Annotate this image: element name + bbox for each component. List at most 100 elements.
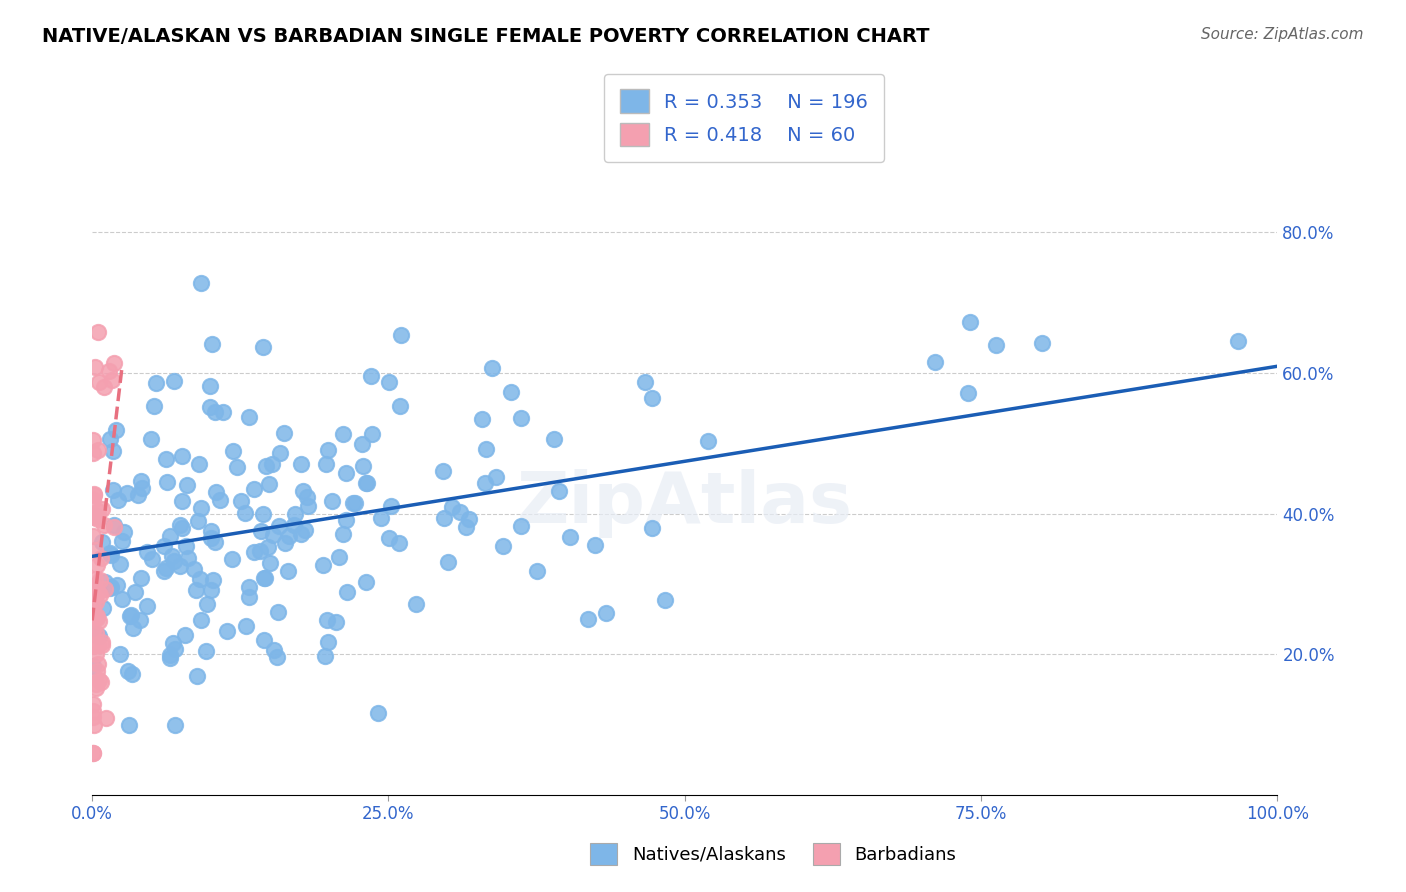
Point — [634, 376, 657, 390]
Point — [82, 509, 104, 524]
Point — [226, 460, 249, 475]
Point — [290, 526, 312, 541]
Point — [259, 476, 281, 491]
Point — [82, 607, 104, 622]
Point — [91, 635, 114, 649]
Point — [86, 504, 108, 518]
Point — [986, 337, 1008, 351]
Point — [90, 550, 112, 565]
Point — [641, 391, 664, 405]
Point — [83, 508, 105, 523]
Point — [86, 594, 108, 608]
Point — [83, 488, 105, 502]
Point — [389, 328, 412, 343]
Point — [202, 574, 225, 588]
Point — [332, 426, 354, 441]
Point — [266, 650, 288, 665]
Point — [94, 574, 117, 589]
Point — [475, 442, 498, 456]
Point — [105, 578, 128, 592]
Point — [499, 385, 522, 400]
Point — [188, 457, 211, 471]
Point — [177, 550, 200, 565]
Point — [215, 624, 238, 638]
Point — [284, 507, 307, 521]
Point — [238, 590, 260, 604]
Point — [91, 638, 114, 652]
Point — [253, 632, 276, 647]
Point — [82, 658, 104, 673]
Point — [267, 519, 290, 533]
Point — [103, 356, 125, 370]
Point — [82, 492, 104, 507]
Point — [82, 610, 104, 624]
Point — [314, 649, 336, 664]
Point — [100, 580, 122, 594]
Point — [235, 619, 257, 633]
Point — [82, 746, 104, 760]
Point — [87, 375, 110, 389]
Point — [156, 475, 179, 489]
Point — [195, 644, 218, 658]
Point — [129, 614, 152, 628]
Point — [259, 556, 281, 570]
Point — [474, 476, 496, 491]
Point — [115, 486, 138, 500]
Point — [295, 490, 318, 504]
Point — [169, 559, 191, 574]
Point — [87, 326, 110, 340]
Point — [273, 536, 295, 550]
Point — [87, 442, 110, 457]
Point — [543, 432, 565, 446]
Point — [86, 512, 108, 526]
Point — [290, 457, 312, 471]
Point — [200, 582, 222, 597]
Point — [222, 443, 245, 458]
Point — [335, 467, 357, 481]
Point — [294, 524, 316, 538]
Point — [325, 615, 347, 629]
Point — [243, 545, 266, 559]
Point — [118, 717, 141, 731]
Point — [249, 544, 271, 558]
Point — [257, 540, 280, 554]
Point — [641, 521, 664, 535]
Point — [170, 493, 193, 508]
Point — [103, 520, 125, 534]
Point — [190, 276, 212, 290]
Point — [277, 564, 299, 578]
Point — [260, 458, 283, 472]
Point — [201, 337, 224, 351]
Legend: Natives/Alaskans, Barbadians: Natives/Alaskans, Barbadians — [581, 834, 966, 874]
Point — [87, 657, 110, 672]
Point — [170, 449, 193, 463]
Point — [558, 530, 581, 544]
Point — [89, 574, 111, 588]
Point — [159, 648, 181, 662]
Point — [252, 340, 274, 354]
Point — [184, 582, 207, 597]
Point — [526, 564, 548, 578]
Point — [93, 379, 115, 393]
Point — [367, 706, 389, 721]
Point — [335, 585, 357, 599]
Point — [229, 494, 252, 508]
Point — [118, 609, 141, 624]
Point — [108, 648, 131, 662]
Point — [250, 524, 273, 539]
Point — [153, 539, 176, 553]
Point — [321, 494, 343, 508]
Point — [356, 575, 378, 590]
Point — [136, 599, 159, 613]
Point — [174, 539, 197, 553]
Point — [924, 355, 946, 369]
Point — [254, 459, 277, 474]
Text: NATIVE/ALASKAN VS BARBADIAN SINGLE FEMALE POVERTY CORRELATION CHART: NATIVE/ALASKAN VS BARBADIAN SINGLE FEMAL… — [42, 27, 929, 45]
Text: Source: ZipAtlas.com: Source: ZipAtlas.com — [1201, 27, 1364, 42]
Point — [100, 549, 122, 563]
Point — [253, 570, 276, 584]
Point — [510, 518, 533, 533]
Point — [252, 507, 274, 521]
Point — [90, 535, 112, 549]
Point — [471, 412, 494, 426]
